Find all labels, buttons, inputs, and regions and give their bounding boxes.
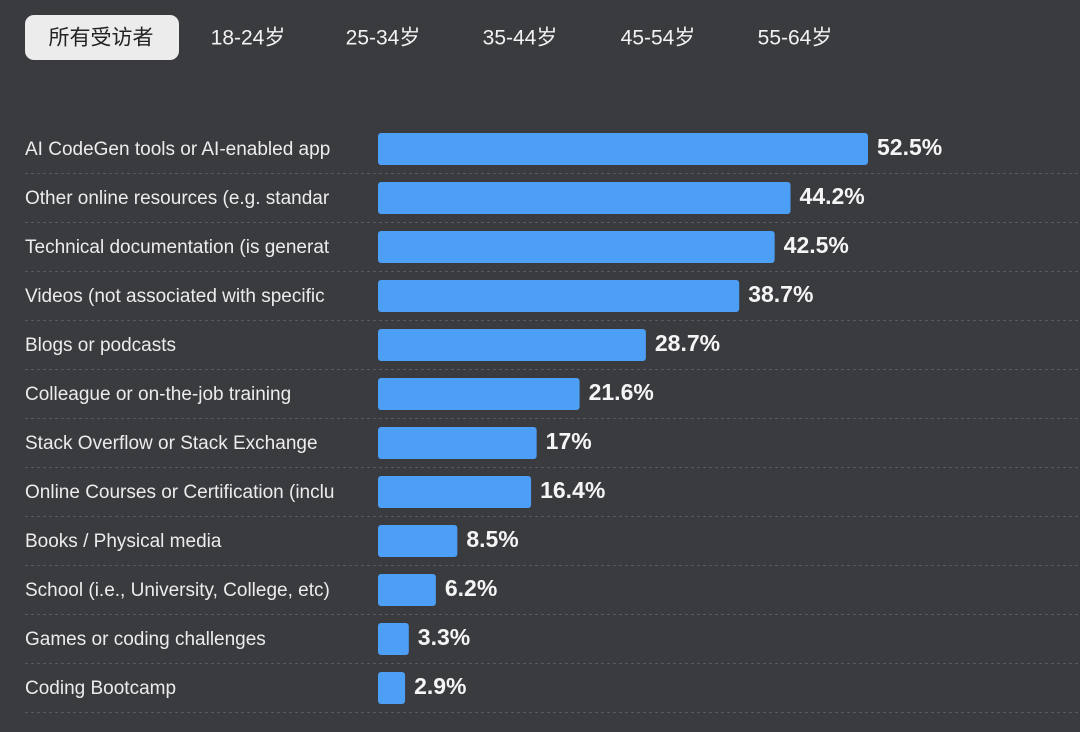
value-label: 16.4% [540,477,605,503]
label-clip [362,574,376,606]
label-clip [362,231,376,263]
category-label: Coding Bootcamp [25,678,176,699]
tab-label[interactable]: 55-64岁 [758,27,833,50]
label-clip [362,378,376,410]
active-tab[interactable] [25,15,179,60]
label-fade [336,182,362,214]
label-fade [336,280,362,312]
bar [378,378,580,410]
bar [378,231,775,263]
value-label: 17% [546,428,592,454]
label-clip [362,133,376,165]
label-fade [336,329,362,361]
tab-label[interactable]: 25-34岁 [346,27,421,50]
category-label: Technical documentation (is generat [25,237,330,258]
label-fade [336,476,362,508]
bar [378,574,436,606]
category-label: AI CodeGen tools or AI-enabled app [25,139,330,160]
label-clip [362,182,376,214]
category-label: Games or coding challenges [25,629,266,650]
category-label: School (i.e., University, College, etc) [25,580,330,601]
label-fade [336,378,362,410]
category-label: Colleague or on-the-job training [25,384,291,405]
label-fade [336,623,362,655]
bar [378,182,791,214]
label-fade [336,672,362,704]
tab-label[interactable]: 所有受访者 [49,27,154,50]
category-label: Books / Physical media [25,531,222,552]
category-label: Online Courses or Certification (inclu [25,482,334,503]
tab-label[interactable]: 18-24岁 [211,27,286,50]
label-fade [336,525,362,557]
label-fade [336,133,362,165]
tab-label[interactable]: 45-54岁 [621,27,696,50]
label-fade [336,574,362,606]
bar [378,623,409,655]
label-clip [362,329,376,361]
label-fade [336,427,362,459]
bar [378,427,537,459]
value-label: 3.3% [418,624,470,650]
tab-label[interactable]: 35-44岁 [483,27,558,50]
value-label: 2.9% [414,673,466,699]
bar [378,280,740,312]
value-label: 21.6% [589,379,654,405]
value-label: 42.5% [784,232,849,258]
label-clip [362,672,376,704]
bar [378,329,646,361]
label-clip [362,476,376,508]
value-label: 38.7% [748,281,813,307]
bar [378,133,868,165]
bar [378,672,406,704]
label-clip [362,623,376,655]
bar [378,476,532,508]
value-label: 6.2% [445,575,497,601]
label-clip [362,427,376,459]
category-label: Other online resources (e.g. standar [25,188,330,209]
value-label: 44.2% [800,183,865,209]
label-clip [362,525,376,557]
category-label: Videos (not associated with specific [25,286,325,307]
value-label: 8.5% [466,526,518,552]
value-label: 28.7% [655,330,720,356]
label-fade [336,231,362,263]
value-label: 52.5% [877,134,942,160]
label-clip [362,280,376,312]
bar [378,525,458,557]
category-label: Stack Overflow or Stack Exchange [25,433,318,454]
category-label: Blogs or podcasts [25,335,176,356]
